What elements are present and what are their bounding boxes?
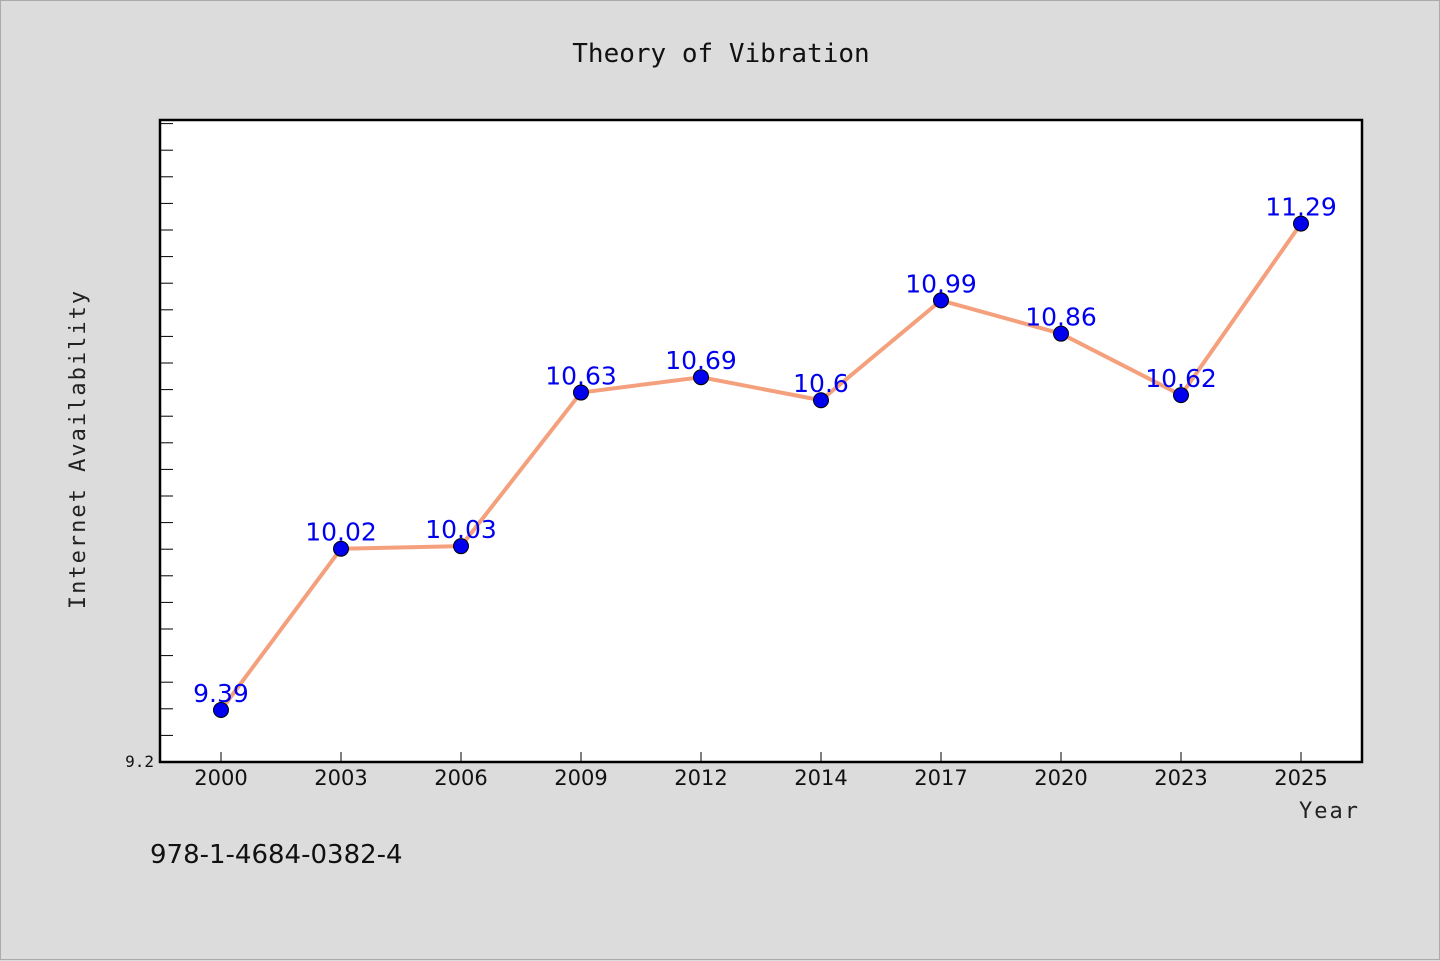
x-tick-label: 2014 [794, 766, 847, 790]
x-tick-label: 2003 [314, 766, 367, 790]
x-tick-label: 2009 [554, 766, 607, 790]
plot-area [158, 118, 1364, 764]
data-point [933, 292, 949, 309]
data-point [1053, 325, 1069, 342]
data-point [693, 369, 709, 386]
data-label: 10.6 [793, 369, 849, 398]
x-tick-label: 2023 [1154, 766, 1207, 790]
data-point [1293, 215, 1309, 232]
data-point [1173, 387, 1189, 404]
data-label: 10.63 [545, 362, 617, 391]
x-tick-label: 2000 [194, 766, 247, 790]
isbn-text: 978-1-4684-0382-4 [150, 840, 403, 870]
data-label: 9.39 [193, 679, 249, 708]
y-tick-label: 9.2 [125, 752, 154, 771]
x-tick-label: 2017 [914, 766, 967, 790]
data-label: 10.62 [1145, 364, 1217, 393]
series-line [219, 222, 1303, 712]
data-label: 10.69 [665, 346, 737, 375]
x-axis-label: Year [1299, 799, 1360, 824]
data-point [573, 384, 589, 401]
data-label: 10.03 [425, 515, 497, 544]
data-label: 10.02 [305, 518, 377, 547]
x-tick-label: 2020 [1034, 766, 1087, 790]
data-point [453, 538, 469, 555]
y-axis-ticks [160, 123, 173, 763]
data-label: 10.99 [905, 269, 977, 298]
chart-title: Theory of Vibration [572, 39, 869, 69]
data-label: 10.86 [1025, 303, 1097, 332]
y-axis-label: Internet Availability [66, 289, 91, 609]
x-axis-ticks: 2000 2003 2006 2009 2012 2014 2017 2020 2023 2025 [194, 752, 1328, 790]
data-point [333, 540, 349, 557]
x-tick-label: 2006 [434, 766, 487, 790]
series-layer: 9.39 10.02 10.03 10.63 10.69 10.6 10.99 10.86 10… [193, 193, 1337, 718]
data-label: 11.29 [1265, 193, 1337, 222]
data-point [213, 702, 229, 718]
x-tick-label: 2025 [1274, 766, 1327, 790]
data-point [813, 392, 829, 409]
x-tick-label: 2012 [674, 766, 727, 790]
